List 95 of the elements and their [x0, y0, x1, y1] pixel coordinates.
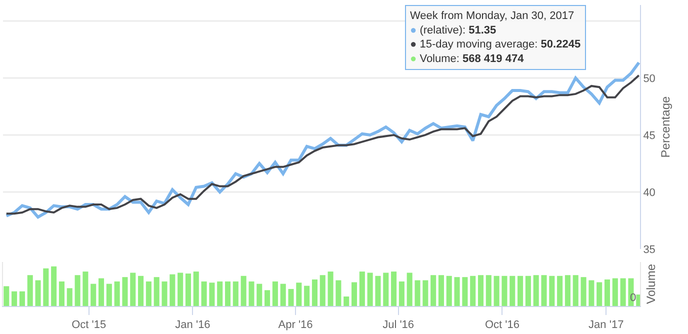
x-tick-label: Jul '16	[382, 319, 414, 332]
bar	[588, 280, 594, 306]
bar	[462, 277, 468, 306]
bar	[178, 272, 184, 306]
bar	[478, 275, 484, 306]
bar	[51, 266, 57, 306]
x-tick-label: Jan '16	[175, 319, 210, 332]
bar	[19, 291, 25, 306]
bar	[541, 275, 547, 306]
bar	[74, 275, 80, 306]
bar	[557, 276, 563, 306]
bar	[320, 275, 326, 306]
bar	[217, 281, 223, 306]
bar	[154, 277, 160, 306]
bar	[170, 274, 176, 306]
bar	[359, 272, 365, 306]
y-axis-title: Percentage	[658, 96, 672, 158]
bar	[193, 272, 199, 306]
bar	[82, 272, 88, 306]
x-tick-label: Apr '16	[278, 319, 313, 332]
bar	[549, 276, 555, 306]
bar	[12, 291, 18, 306]
bar	[533, 275, 539, 306]
bar	[272, 281, 278, 306]
y-tick-label: 40	[643, 186, 656, 199]
bar	[35, 280, 41, 306]
bar	[288, 288, 294, 306]
bar	[604, 279, 610, 306]
bar	[391, 272, 397, 306]
bar	[209, 282, 215, 306]
bar	[264, 290, 270, 306]
bar	[486, 275, 492, 306]
bar	[114, 281, 120, 306]
x-tick-label: Jan '17	[588, 319, 624, 332]
bar	[336, 280, 342, 306]
annotation: ● (relative): 51.35	[410, 24, 496, 36]
bar	[564, 275, 570, 306]
bar	[66, 288, 72, 306]
bar	[470, 276, 476, 306]
bar	[572, 275, 578, 306]
bar	[232, 281, 238, 306]
y-tick-label: 35	[643, 244, 656, 256]
bar	[90, 284, 96, 306]
bar	[312, 279, 318, 306]
bar	[224, 281, 231, 306]
bar	[344, 296, 350, 306]
bar	[525, 276, 531, 306]
bar	[162, 281, 168, 306]
annotation: ● 15-day moving average: 50.2245	[410, 38, 581, 51]
bar	[596, 282, 602, 306]
bar	[201, 281, 207, 306]
bar	[612, 278, 618, 306]
bar	[138, 276, 144, 306]
bar	[256, 284, 262, 306]
bar	[518, 276, 524, 306]
bar	[580, 277, 586, 306]
bar	[398, 281, 404, 306]
bar	[280, 284, 286, 306]
y-axis-title: Volume	[644, 264, 658, 304]
bar	[406, 272, 412, 306]
bar	[446, 276, 452, 306]
bar	[375, 276, 381, 306]
bar	[494, 276, 500, 306]
bar	[185, 274, 191, 306]
y-tick-label: 45	[643, 130, 656, 142]
bar	[27, 275, 33, 306]
bar	[122, 277, 128, 306]
bar	[248, 281, 254, 306]
bar	[430, 275, 436, 306]
bar	[422, 280, 428, 306]
bar	[438, 275, 444, 306]
bar	[502, 276, 508, 306]
bar	[240, 276, 246, 306]
annotation: ● Volume: 568 419 474	[410, 52, 525, 65]
bar	[296, 282, 302, 306]
bar	[510, 276, 516, 306]
y-tick-label: 50	[643, 72, 656, 85]
bar	[454, 277, 460, 306]
bar	[383, 272, 389, 306]
bar	[146, 281, 152, 306]
x-tick-label: Oct '15	[72, 319, 106, 332]
x-tick-label: Oct '16	[484, 319, 520, 332]
bar	[106, 284, 112, 306]
bar	[58, 281, 64, 306]
bar	[414, 280, 420, 306]
bar	[4, 286, 10, 306]
annotation: Week from Monday, Jan 30, 2017	[410, 10, 574, 22]
bar	[620, 278, 626, 306]
bar	[304, 286, 310, 306]
bar	[43, 268, 49, 306]
bar	[130, 272, 136, 306]
bar	[367, 272, 373, 306]
bar	[98, 278, 104, 306]
bar	[328, 272, 334, 306]
bar	[351, 282, 358, 306]
